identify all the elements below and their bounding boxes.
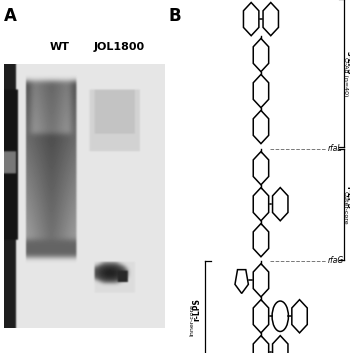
Polygon shape bbox=[253, 300, 269, 333]
Text: JOL1800: JOL1800 bbox=[94, 42, 145, 52]
Circle shape bbox=[272, 301, 288, 331]
Polygon shape bbox=[253, 336, 269, 353]
Polygon shape bbox=[273, 336, 288, 353]
Text: A: A bbox=[4, 7, 16, 25]
Text: r-LPS: r-LPS bbox=[344, 186, 350, 209]
Polygon shape bbox=[253, 187, 269, 221]
Polygon shape bbox=[273, 187, 288, 221]
Text: s-LPS: s-LPS bbox=[344, 51, 350, 74]
Text: Inner-core: Inner-core bbox=[189, 304, 194, 336]
Text: rfaG: rfaG bbox=[328, 256, 344, 265]
Polygon shape bbox=[263, 2, 279, 36]
Polygon shape bbox=[253, 110, 269, 144]
Polygon shape bbox=[253, 223, 269, 257]
Polygon shape bbox=[253, 151, 269, 185]
Text: Outer-core: Outer-core bbox=[343, 191, 348, 225]
Polygon shape bbox=[244, 2, 259, 36]
Polygon shape bbox=[253, 264, 269, 297]
Polygon shape bbox=[292, 300, 307, 333]
Text: B: B bbox=[168, 7, 181, 25]
Text: r-LPS: r-LPS bbox=[193, 298, 202, 321]
Text: rfaL: rfaL bbox=[328, 144, 342, 153]
Text: WT: WT bbox=[50, 42, 70, 52]
Polygon shape bbox=[253, 74, 269, 108]
Polygon shape bbox=[235, 270, 248, 293]
Polygon shape bbox=[253, 38, 269, 72]
Text: O-Ag (n=40): O-Ag (n=40) bbox=[343, 57, 348, 96]
